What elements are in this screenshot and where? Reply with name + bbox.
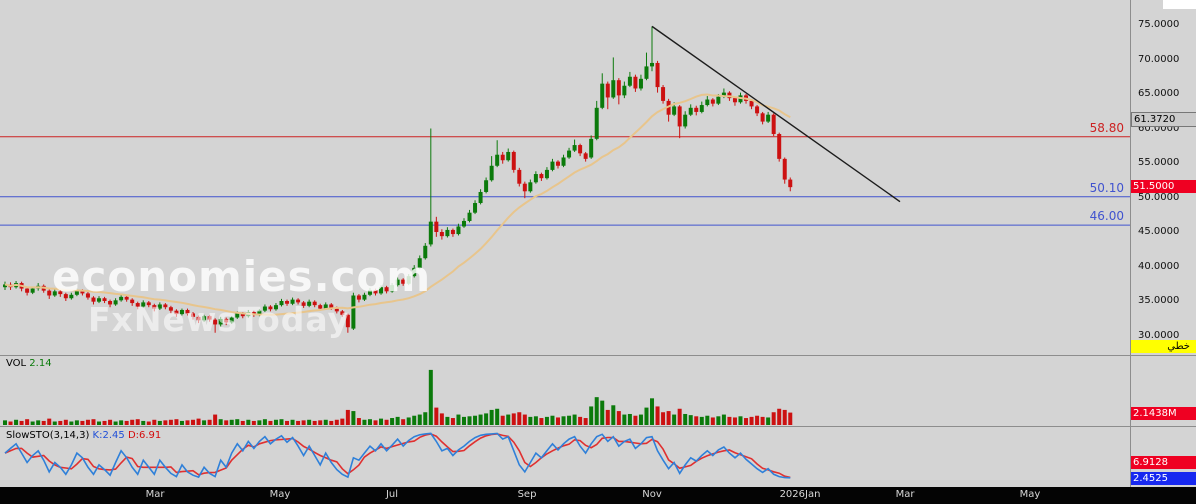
volume-indicator-name: VOL <box>6 358 27 369</box>
panel-divider-volume <box>0 355 1196 356</box>
stochastic-label: SlowSTO(3,14,3) K:2.45 D:6.91 <box>6 430 161 441</box>
time-tick-label: Mar <box>145 489 165 500</box>
main-chart-canvas[interactable] <box>0 0 1131 355</box>
stochastic-d-line <box>4 433 791 479</box>
time-tick-label: May <box>1019 489 1041 500</box>
stochastic-d-value: D:6.91 <box>127 430 162 441</box>
volume-current-value: 2.14 <box>29 358 52 369</box>
volume-bars-layer <box>3 369 793 425</box>
stochastic-indicator-name: SlowSTO(3,14,3) <box>6 430 90 441</box>
price-tick-label: 30.0000 <box>1138 329 1180 341</box>
level-price-label: 58.80 <box>1089 120 1124 135</box>
price-tick-label: 55.0000 <box>1138 157 1180 168</box>
time-tick-label: Sep <box>517 489 537 500</box>
stochastic-canvas[interactable] <box>0 427 1131 487</box>
time-tick-label: Nov <box>642 489 662 500</box>
scale-mode-tag[interactable]: خطي <box>1131 340 1196 353</box>
price-axis[interactable]: 61.3720 51.5000 خطي 2.1438M 6.9128 2.452… <box>1131 0 1196 487</box>
stochastic-d-tag: 6.9128 <box>1131 456 1196 469</box>
stochastic-k-tag: 2.4525 <box>1131 472 1196 485</box>
price-tick-label: 45.0000 <box>1138 226 1180 237</box>
axis-corner-box <box>1163 0 1196 9</box>
moving-average-line <box>4 93 791 316</box>
trendline <box>651 25 901 203</box>
price-tick-label: 60.0000 <box>1138 122 1180 134</box>
time-tick-label: May <box>269 489 291 500</box>
time-axis[interactable]: Mar May Jul Sep Nov 2026Jan Mar May <box>0 487 1196 504</box>
volume-canvas[interactable] <box>0 356 1131 426</box>
volume-value-tag: 2.1438M <box>1131 407 1196 420</box>
last-price-tag: 51.5000 <box>1131 180 1196 193</box>
volume-label: VOL 2.14 <box>6 358 52 369</box>
stochastic-k-line <box>4 432 791 479</box>
time-tick-label: Jul <box>385 489 399 500</box>
price-tick-label: 65.0000 <box>1138 88 1180 99</box>
price-tick-label: 75.0000 <box>1138 19 1180 30</box>
time-tick-label: Mar <box>895 489 915 500</box>
price-tick-label: 50.0000 <box>1138 191 1180 203</box>
ma-value-tag: 61.3720 <box>1131 112 1196 127</box>
level-price-label: 46.00 <box>1089 209 1124 224</box>
level-lines-layer <box>0 136 1131 226</box>
price-tick-label: 35.0000 <box>1138 295 1180 306</box>
candles-layer <box>3 26 793 333</box>
time-tick-label: 2026Jan <box>779 489 821 500</box>
price-tick-label: 40.0000 <box>1138 260 1180 272</box>
price-tick-label: 70.0000 <box>1138 53 1180 65</box>
stochastic-k-value: K:2.45 <box>92 430 125 441</box>
axis-separator <box>1130 0 1131 487</box>
panel-divider-stochastic <box>0 426 1196 427</box>
level-price-label: 50.10 <box>1089 180 1124 195</box>
